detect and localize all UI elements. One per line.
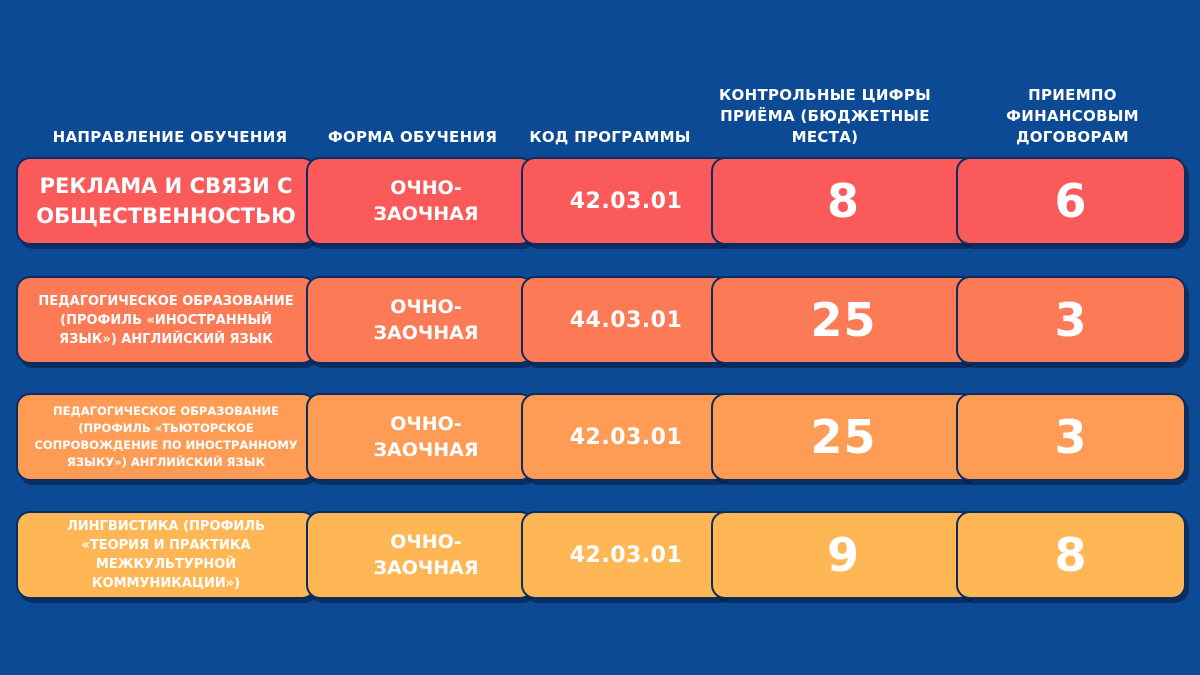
code-cell: 42.03.01 <box>521 511 731 599</box>
form-line: ОЧНО- <box>390 177 462 199</box>
header-form: ФОРМА ОБУЧЕНИЯ <box>327 128 498 146</box>
code-cell: 44.03.01 <box>521 276 731 364</box>
form-line: ЗАОЧНАЯ <box>373 203 479 225</box>
form-cell: ОЧНО- ЗАОЧНАЯ <box>306 393 534 481</box>
form-line: ЗАОЧНАЯ <box>373 322 479 344</box>
table-header: НАПРАВЛЕНИЕ ОБУЧЕНИЯ ФОРМА ОБУЧЕНИЯ КОД … <box>0 0 1200 160</box>
form-cell: ОЧНО- ЗАОЧНАЯ <box>306 511 534 599</box>
header-budget: КОНТРОЛЬНЫЕ ЦИФРЫ ПРИЁМА (БЮДЖЕТНЫЕ МЕСТ… <box>719 86 931 146</box>
form-line: ЗАОЧНАЯ <box>373 557 479 579</box>
form-line: ОЧНО- <box>390 531 462 553</box>
table-row: ПЕДАГОГИЧЕСКОЕ ОБРАЗОВАНИЕ (ПРОФИЛЬ «ТЬЮ… <box>16 393 1186 485</box>
budget-places-cell: 9 <box>711 511 976 599</box>
contract-places-cell: 6 <box>956 157 1186 245</box>
contract-places-cell: 3 <box>956 393 1186 481</box>
direction-cell: ПЕДАГОГИЧЕСКОЕ ОБРАЗОВАНИЕ (ПРОФИЛЬ «ТЬЮ… <box>16 393 316 481</box>
contract-places-cell: 8 <box>956 511 1186 599</box>
form-cell: ОЧНО- ЗАОЧНАЯ <box>306 157 534 245</box>
table-row: ЛИНГВИСТИКА (ПРОФИЛЬ «ТЕОРИЯ И ПРАКТИКА … <box>16 511 1186 603</box>
budget-places-cell: 25 <box>711 276 976 364</box>
budget-places-cell: 8 <box>711 157 976 245</box>
direction-cell: ЛИНГВИСТИКА (ПРОФИЛЬ «ТЕОРИЯ И ПРАКТИКА … <box>16 511 316 599</box>
budget-places-cell: 25 <box>711 393 976 481</box>
form-line: ОЧНО- <box>390 413 462 435</box>
header-code: КОД ПРОГРАММЫ <box>529 128 691 146</box>
direction-cell: РЕКЛАМА И СВЯЗИ С ОБЩЕСТВЕННОСТЬЮ <box>16 157 316 245</box>
header-direction: НАПРАВЛЕНИЕ ОБУЧЕНИЯ <box>52 128 288 146</box>
code-cell: 42.03.01 <box>521 157 731 245</box>
form-cell: ОЧНО- ЗАОЧНАЯ <box>306 276 534 364</box>
contract-places-cell: 3 <box>956 276 1186 364</box>
form-line: ОЧНО- <box>390 296 462 318</box>
direction-cell: ПЕДАГОГИЧЕСКОЕ ОБРАЗОВАНИЕ (ПРОФИЛЬ «ИНО… <box>16 276 316 364</box>
table-row: РЕКЛАМА И СВЯЗИ С ОБЩЕСТВЕННОСТЬЮ ОЧНО- З… <box>16 157 1186 249</box>
table-row: ПЕДАГОГИЧЕСКОЕ ОБРАЗОВАНИЕ (ПРОФИЛЬ «ИНО… <box>16 276 1186 368</box>
header-contract: ПРИЕМПО ФИНАНСОВЫМ ДОГОВОРАМ <box>1006 86 1139 146</box>
code-cell: 42.03.01 <box>521 393 731 481</box>
form-line: ЗАОЧНАЯ <box>373 439 479 461</box>
